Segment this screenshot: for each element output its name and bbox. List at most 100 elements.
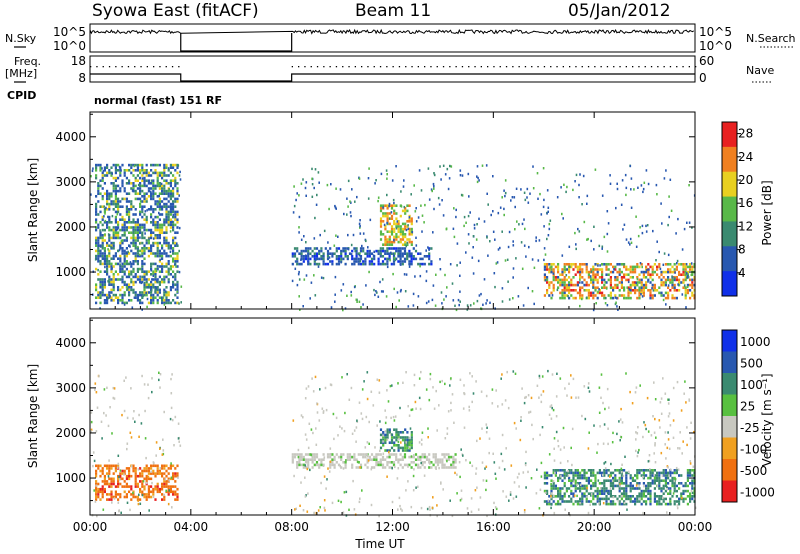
- heatmap-cell: [296, 257, 299, 261]
- heatmap-cell: [486, 192, 488, 195]
- heatmap-cell: [406, 436, 409, 439]
- heatmap-cell: [671, 479, 674, 482]
- heatmap-cell: [666, 485, 668, 489]
- heatmap-cell: [645, 500, 648, 503]
- heatmap-cell: [128, 472, 131, 475]
- heatmap-cell: [134, 169, 137, 172]
- heatmap-cell: [324, 386, 327, 390]
- heatmap-cell: [101, 262, 104, 266]
- heatmap-cell: [309, 247, 312, 250]
- heatmap-cell: [554, 474, 557, 477]
- heatmap-cell: [563, 283, 566, 287]
- heatmap-cell: [669, 479, 672, 482]
- heatmap-cell: [163, 293, 166, 297]
- heatmap-cell: [167, 293, 170, 297]
- heatmap-cell: [603, 286, 606, 289]
- heatmap-cell: [423, 455, 426, 459]
- heatmap-cell: [638, 289, 641, 292]
- heatmap-cell: [132, 244, 135, 247]
- heatmap-cell: [141, 177, 144, 180]
- heatmap-cell: [382, 452, 385, 455]
- heatmap-cell: [421, 257, 424, 261]
- heatmap-cell: [99, 262, 102, 266]
- heatmap-cell: [143, 183, 146, 186]
- heatmap-cell: [165, 215, 168, 219]
- heatmap-cell: [658, 502, 661, 506]
- heatmap-cell: [309, 468, 311, 472]
- heatmap-cell: [163, 197, 166, 201]
- heatmap-cell: [172, 202, 175, 206]
- heatmap-cell: [658, 500, 661, 503]
- nave-point: [90, 66, 92, 68]
- heatmap-cell: [594, 263, 597, 266]
- heatmap-cell: [101, 437, 103, 440]
- heatmap-cell: [623, 482, 626, 485]
- heatmap-cell: [384, 238, 387, 241]
- heatmap-cell: [139, 200, 142, 203]
- heatmap-cell: [678, 500, 681, 503]
- heatmap-cell: [606, 210, 609, 213]
- heatmap-cell: [152, 195, 155, 198]
- heatmap-cell: [167, 223, 170, 227]
- heatmap-cell: [570, 294, 573, 297]
- heatmap-cell: [392, 453, 396, 456]
- noise-trace: [89, 28, 694, 52]
- heatmap-cell: [174, 485, 177, 488]
- heatmap-cell: [601, 281, 604, 284]
- heatmap-cell: [581, 500, 584, 503]
- heatmap-cell: [134, 197, 137, 201]
- heatmap-cell: [548, 270, 551, 274]
- heatmap-cell: [165, 163, 168, 167]
- heatmap-cell: [110, 278, 113, 281]
- heatmap-cell: [387, 400, 390, 403]
- heatmap-cell: [370, 468, 373, 471]
- heatmap-cell: [574, 500, 577, 503]
- heatmap-cell: [649, 497, 652, 501]
- heatmap-cell: [604, 461, 607, 464]
- heatmap-cell: [572, 492, 575, 495]
- heatmap-cell: [575, 247, 577, 251]
- heatmap-cell: [107, 280, 109, 283]
- heatmap-cell: [112, 477, 115, 481]
- heatmap-cell: [636, 476, 639, 480]
- heatmap-cell: [134, 247, 137, 250]
- heatmap-cell: [623, 289, 626, 292]
- heatmap-cell: [691, 268, 694, 271]
- heatmap-cell: [95, 195, 98, 198]
- heatmap-cell: [302, 416, 304, 419]
- heatmap-cell: [315, 252, 319, 255]
- nave-point: [373, 66, 375, 68]
- heatmap-cell: [147, 171, 150, 175]
- heatmap-cell: [638, 484, 640, 487]
- heatmap-cell: [592, 276, 595, 279]
- heatmap-cell: [656, 193, 658, 196]
- heatmap-cell: [101, 247, 104, 250]
- heatmap-cell: [643, 485, 645, 488]
- heatmap-cell: [108, 293, 111, 297]
- heatmap-cell: [156, 291, 159, 294]
- heatmap-cell: [305, 181, 308, 184]
- heatmap-cell: [344, 249, 347, 253]
- heatmap-cell: [101, 179, 104, 182]
- heatmap-cell: [625, 482, 628, 485]
- heatmap-cell: [509, 493, 512, 496]
- nave-point: [102, 66, 104, 68]
- heatmap-cell: [607, 273, 610, 276]
- heatmap-cell: [139, 474, 142, 478]
- heatmap-cell: [614, 479, 617, 482]
- heatmap-cell: [150, 190, 152, 193]
- heatmap-cell: [430, 466, 433, 469]
- heatmap-cell: [134, 184, 137, 188]
- heatmap-cell: [561, 270, 564, 274]
- heatmap-cell: [359, 497, 361, 500]
- heatmap-cell: [171, 506, 173, 509]
- heatmap-cell: [379, 428, 383, 431]
- heatmap-cell: [570, 469, 573, 472]
- heatmap-cell: [629, 270, 632, 274]
- heatmap-cell: [358, 254, 361, 257]
- heatmap-cell: [161, 265, 164, 268]
- heatmap-cell: [686, 495, 689, 498]
- heatmap-cell: [317, 509, 320, 512]
- velocity-colorbar-tick-label: -1000: [740, 485, 775, 499]
- heatmap-cell: [123, 270, 126, 273]
